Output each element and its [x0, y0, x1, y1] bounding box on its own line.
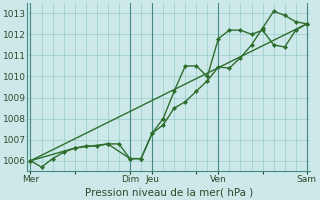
X-axis label: Pression niveau de la mer( hPa ): Pression niveau de la mer( hPa ): [84, 187, 253, 197]
